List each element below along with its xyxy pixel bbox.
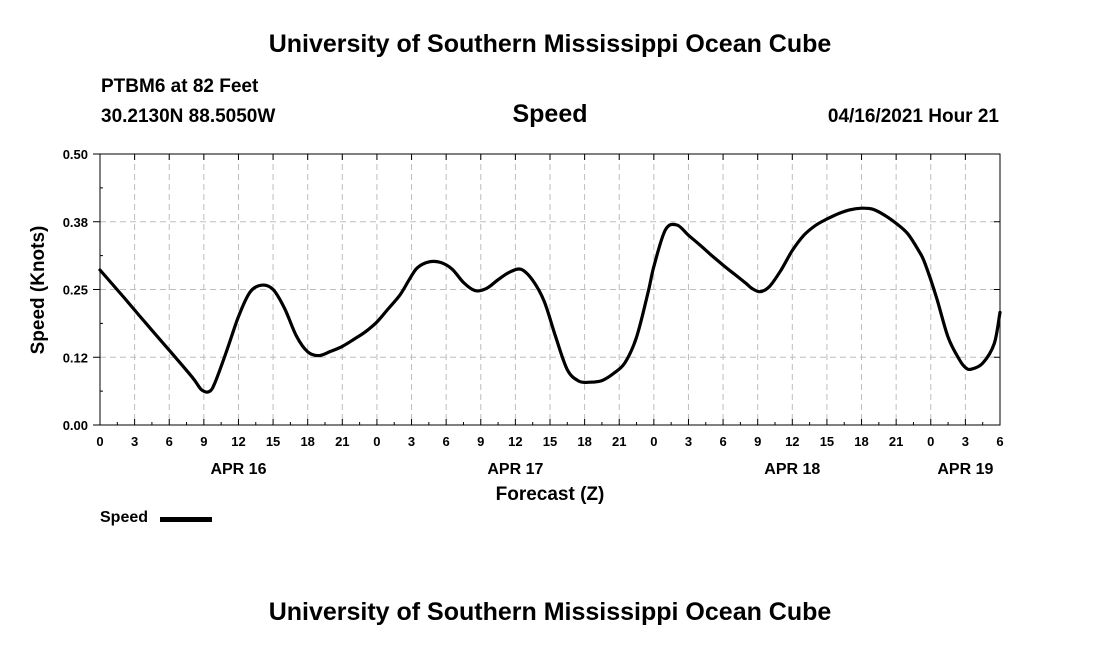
day-label: APR 18 [764,461,820,478]
x-tick-label: 15 [543,434,557,449]
y-tick-labels: 0.00 0.12 0.25 0.38 0.50 [63,147,88,433]
x-tick-label: 0 [96,434,103,449]
day-label: APR 16 [210,461,266,478]
x-tick-label: 0 [650,434,657,449]
x-tick-label: 21 [889,434,903,449]
day-label: APR 17 [487,461,543,478]
x-tick-label: 6 [443,434,450,449]
datetime-label: 04/16/2021 Hour 21 [827,106,999,127]
x-tick-label: 12 [508,434,522,449]
x-tick-label: 12 [785,434,799,449]
y-tick-label: 0.25 [63,283,88,298]
x-tick-label: 0 [373,434,380,449]
y-tick-label: 0.12 [63,350,88,365]
y-tick-label: 0.38 [63,215,88,230]
x-tick-label: 6 [166,434,173,449]
station-label: PTBM6 at 82 Feet [101,76,259,97]
x-axis-label: Forecast (Z) [496,484,605,505]
x-tick-label: 6 [996,434,1003,449]
x-tick-label: 0 [927,434,934,449]
x-tick-label: 3 [408,434,415,449]
x-tick-label: 9 [754,434,761,449]
coordinates-label: 30.2130N 88.5050W [101,106,276,127]
legend-label: Speed [100,509,149,526]
speed-series-line [98,206,1002,394]
day-labels: APR 16 APR 17 APR 18 APR 19 [210,461,993,478]
x-tick-label: 9 [477,434,484,449]
legend-swatch [160,517,212,522]
x-tick-label: 9 [200,434,207,449]
page-title: University of Southern Mississippi Ocean… [268,30,832,58]
x-tick-label: 18 [854,434,868,449]
y-axis-label: Speed (Knots) [28,226,49,355]
grid [100,154,1000,425]
x-tick-label: 15 [266,434,280,449]
x-tick-label: 15 [820,434,834,449]
day-label: APR 19 [937,461,993,478]
footer-title: University of Southern Mississippi Ocean… [268,598,832,626]
x-tick-label: 21 [335,434,349,449]
y-tick-label: 0.50 [63,147,88,162]
x-tick-label: 18 [300,434,314,449]
x-tick-label: 3 [685,434,692,449]
y-tick-label: 0.00 [63,418,88,433]
x-tick-label: 6 [719,434,726,449]
chart-title: Speed [512,100,588,128]
x-tick-label: 12 [231,434,245,449]
x-tick-labels: 0 3 6 9 12 15 18 21 0 3 6 9 12 15 18 21 0 3 6 9 12 15 18 21 0 3 6 [96,434,1003,449]
x-tick-label: 21 [612,434,626,449]
x-tick-label: 18 [577,434,591,449]
plot-frame [99,153,1001,426]
x-tick-label: 3 [962,434,969,449]
x-tick-label: 3 [131,434,138,449]
